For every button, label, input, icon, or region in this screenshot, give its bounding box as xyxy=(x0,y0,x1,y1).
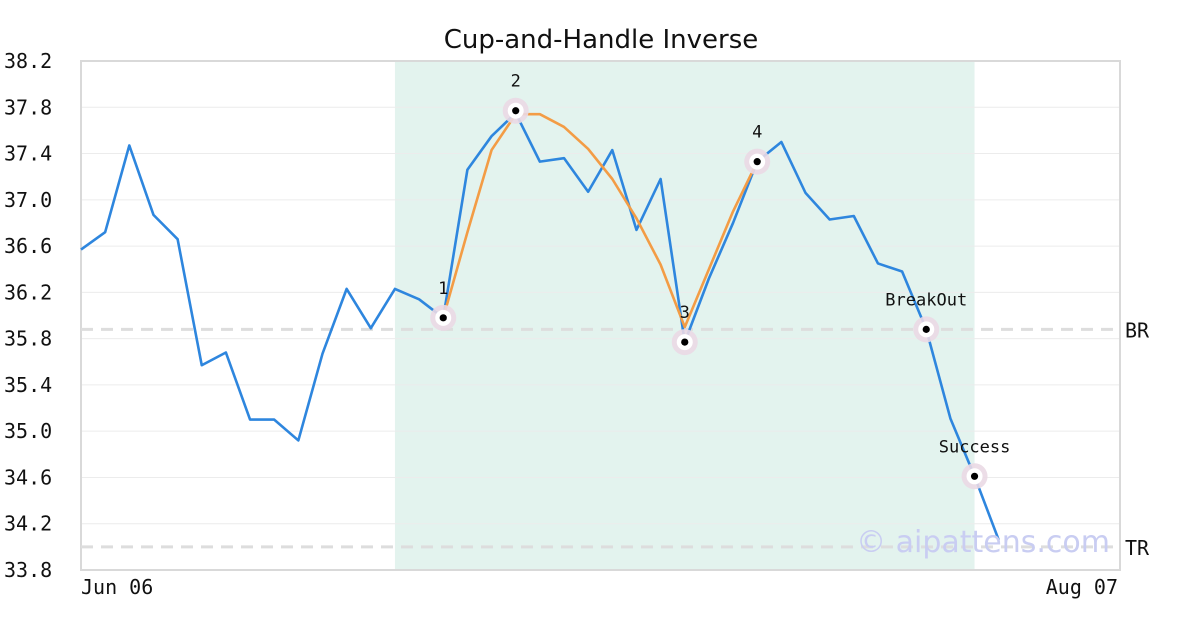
annotation-label: 3 xyxy=(680,303,690,323)
annotations-layer: 1 2 3 4 BreakOut Success xyxy=(430,72,1010,490)
y-tick-label: 35.4 xyxy=(4,373,52,397)
reference-label-br: BR xyxy=(1125,318,1150,342)
annotation-label: 4 xyxy=(752,123,762,143)
y-tick-label: 38.2 xyxy=(4,49,52,73)
annotation-dot xyxy=(753,158,761,166)
x-tick-first: Jun 06 xyxy=(81,575,153,599)
reference-lines-layer: BR TR xyxy=(81,318,1150,560)
y-tick-label: 36.2 xyxy=(4,280,52,304)
annotation-label: BreakOut xyxy=(885,290,967,310)
y-tick-label: 36.6 xyxy=(4,234,52,258)
y-tick-label: 37.4 xyxy=(4,142,52,166)
annotation-dot xyxy=(439,314,447,322)
y-tick-label: 33.8 xyxy=(4,558,52,582)
pattern-region xyxy=(394,61,975,570)
pattern-region-layer xyxy=(394,61,975,570)
y-tick-label: 37.8 xyxy=(4,95,52,119)
annotation-label: 1 xyxy=(438,279,448,299)
annotation-label: 2 xyxy=(511,72,521,92)
watermark: © aipattens.com xyxy=(856,525,1110,560)
series-layer xyxy=(80,111,1000,541)
reference-label-tr: TR xyxy=(1125,536,1150,560)
annotation-dot xyxy=(970,472,979,480)
y-tick-label: 34.2 xyxy=(4,512,52,536)
y-tick-label: 37.0 xyxy=(4,188,52,212)
series-line-1 xyxy=(80,111,1000,541)
y-axis-ticks: 38.2 37.8 37.4 37.0 36.6 36.2 35.8 35.4 35.0 34.6… xyxy=(4,49,52,582)
y-tick-label: 34.6 xyxy=(4,465,52,489)
y-tick-label: 35.8 xyxy=(4,327,52,351)
grid-layer xyxy=(81,60,1120,571)
plot-frame xyxy=(80,60,1121,571)
chart-title: Cup-and-Handle Inverse xyxy=(444,25,759,55)
annotation-label: Success xyxy=(939,437,1011,457)
annotation-dot xyxy=(512,107,520,115)
x-tick-last: Aug 07 xyxy=(1046,575,1118,599)
y-tick-label: 35.0 xyxy=(4,419,52,443)
series-line-2 xyxy=(441,112,759,329)
annotation-dot xyxy=(922,325,930,333)
annotation-dot xyxy=(681,338,689,346)
